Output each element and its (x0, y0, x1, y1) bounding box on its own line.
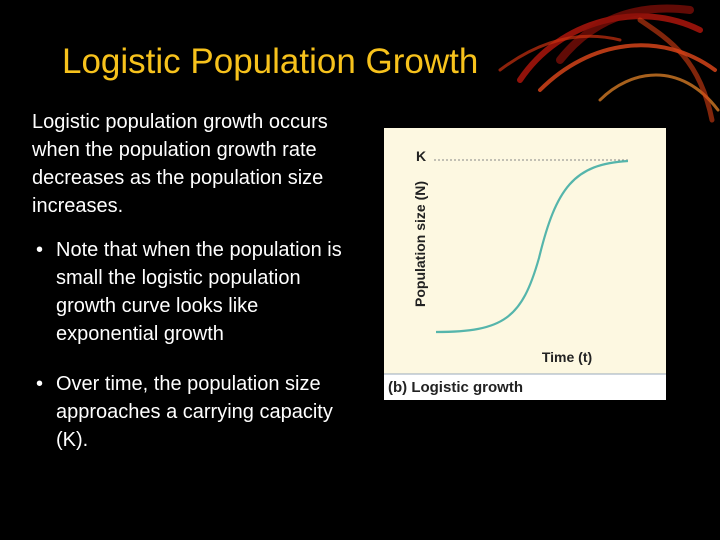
decoration (498, 4, 720, 123)
y-axis-label: Population size (N) (412, 181, 428, 307)
bullet: Over time, the population size approache… (36, 370, 356, 454)
slide-title: Logistic Population Growth (62, 42, 479, 81)
x-axis-label: Time (t) (542, 349, 592, 365)
logistic-curve (435, 159, 629, 334)
bullet: Note that when the population is small t… (36, 236, 356, 348)
intro-text: Logistic population growth occurs when t… (32, 111, 328, 217)
k-label: K (416, 148, 426, 164)
logistic-figure: K Population size (N) Time (t) (b) Logis… (384, 128, 666, 400)
figure-background (384, 128, 666, 400)
caption-band (384, 374, 666, 400)
bullet-list: Note that when the population is small t… (36, 236, 356, 476)
figure-caption: (b) Logistic growth (388, 379, 523, 396)
